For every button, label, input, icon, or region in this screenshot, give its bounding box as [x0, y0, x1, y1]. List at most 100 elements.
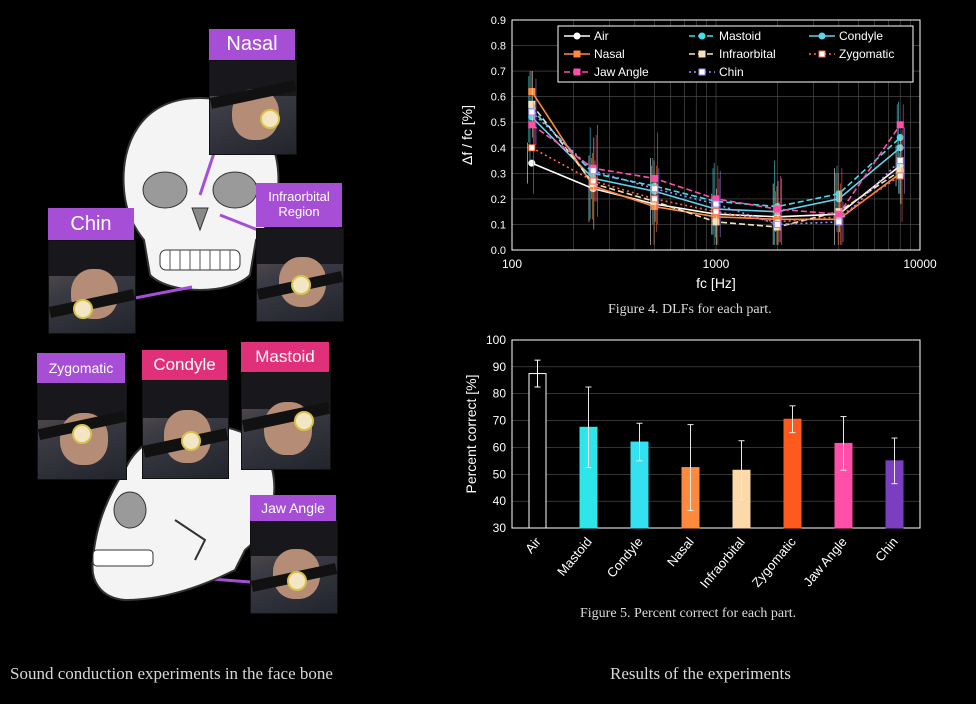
dlf-legend-marker	[818, 32, 826, 40]
tag-jaw-angle: Jaw Angle	[250, 495, 336, 521]
dlf-legend-label: Mastoid	[719, 29, 761, 43]
tag-nasal: Nasal	[209, 29, 295, 60]
dlf-legend-label: Infraorbital	[719, 47, 776, 61]
pc-plot-frame	[511, 339, 921, 529]
dlf-legend-entry: Zygomatic	[809, 47, 894, 61]
dlf-series	[527, 71, 905, 245]
dlf-legend-marker	[698, 32, 706, 40]
dlf-point	[528, 108, 536, 116]
pc-y-tick-label: 80	[493, 387, 507, 401]
pc-y-tick-label: 50	[493, 467, 507, 481]
pc-bars	[528, 359, 904, 529]
dlf-y-tick-label: 0.3	[491, 168, 506, 180]
pc-y-tick-label: 100	[486, 333, 506, 347]
dlf-point	[896, 172, 904, 180]
dlf-legend-entry: Condyle	[809, 29, 883, 43]
pc-x-tick-label: Condyle	[604, 534, 646, 580]
dlf-y-tick-label: 0.9	[491, 15, 506, 27]
dlf-x-tick-label: 10000	[903, 257, 937, 271]
pc-x-tick-label: Zygomatic	[749, 534, 799, 590]
dlf-legend-entry: Jaw Angle	[564, 65, 649, 79]
dlf-point	[651, 185, 659, 193]
dlf-y-tick-label: 0.0	[491, 245, 506, 257]
dlf-point	[896, 121, 904, 129]
pc-bar-air	[528, 373, 547, 529]
dlf-legend-label: Chin	[719, 65, 744, 79]
dlf-legend-entry: Chin	[689, 65, 744, 79]
pc-x-tick-label: Air	[522, 534, 544, 556]
dlf-legend-marker	[698, 50, 706, 58]
tag-zygomatic: Zygomatic	[37, 353, 125, 383]
pc-x-tick-label: Jaw Angle	[800, 534, 850, 589]
photo-jaw-angle	[250, 520, 338, 614]
dlf-legend-label: Nasal	[594, 47, 625, 61]
pc-x-tick-labels: Air Mastoid Condyle Nasal Infraorbital Zygoma…	[522, 534, 901, 591]
dlf-legend: Air Mastoid Condyle Nasal Infraorbital Zygoma…	[557, 25, 914, 83]
pc-y-axis-label: Percent correct [%]	[463, 374, 479, 493]
left-caption: Sound conduction experiments in the face…	[10, 664, 333, 683]
dlf-series-chin	[528, 78, 905, 245]
dlf-legend-entry: Mastoid	[689, 29, 761, 43]
dlf-y-tick-label: 0.7	[491, 66, 506, 78]
right-caption: Results of the experiments	[610, 664, 791, 683]
dlf-point	[712, 200, 720, 208]
dlf-point	[589, 177, 597, 185]
photo-zygomatic	[37, 383, 127, 480]
tag-mastoid: Mastoid	[241, 342, 329, 372]
dlf-legend-marker	[573, 32, 581, 40]
dlf-x-tick-label: 1000	[703, 257, 730, 271]
dlf-legend-label: Jaw Angle	[594, 65, 649, 79]
pc-x-tick-label: Mastoid	[554, 534, 595, 579]
dlf-point	[651, 174, 659, 182]
dlf-x-tick-label: 100	[502, 257, 522, 271]
dlf-point	[835, 210, 843, 218]
percent-correct-bar-chart: 30 40 50 60 70 80 90 100 Air Mastoid Condyle Nasal…	[463, 333, 921, 591]
dlf-y-tick-label: 0.4	[491, 143, 506, 155]
dlf-point	[528, 121, 536, 129]
dlf-y-ticks: 0.0 0.1 0.2 0.3 0.4 0.5 0.6 0.7 0.8 0.9	[491, 15, 506, 257]
dlf-point	[773, 205, 781, 213]
pc-y-tick-label: 40	[493, 494, 507, 508]
photo-mastoid	[241, 372, 331, 470]
dlf-line-chart: 0.00.10.20.30.40.50.60.70.80.9 100 1000 10…	[459, 15, 937, 291]
dlf-legend-marker	[573, 50, 581, 58]
pc-bar-zygomatic	[783, 418, 802, 529]
tag-chin: Chin	[48, 208, 134, 240]
pc-y-tick-label: 30	[493, 521, 507, 535]
dlf-point	[835, 218, 843, 226]
dlf-y-tick-label: 0.8	[491, 41, 506, 53]
photo-infraorbital	[256, 228, 344, 322]
dlf-point	[589, 167, 597, 175]
dlf-legend-box	[557, 25, 914, 83]
dlf-point	[773, 220, 781, 228]
pc-grid	[512, 339, 920, 529]
pc-y-ticks: 30 40 50 60 70 80 90 100	[486, 333, 506, 535]
dlf-legend-label: Zygomatic	[839, 47, 894, 61]
dlf-plot-frame	[511, 19, 921, 251]
dlf-y-tick-label: 0.6	[491, 92, 506, 104]
dlf-legend-marker	[698, 68, 706, 76]
dlf-point	[712, 208, 720, 216]
figure-4-caption: Figure 4. DLFs for each part.	[608, 302, 772, 317]
pc-y-tick-label: 60	[493, 440, 507, 454]
dlf-legend-entry: Air	[564, 29, 609, 43]
pc-y-tick-label: 90	[493, 360, 507, 374]
pc-y-tick-label: 70	[493, 414, 507, 428]
dlf-point	[651, 195, 659, 203]
photo-chin	[48, 240, 136, 334]
figure-5-caption: Figure 5. Percent correct for each part.	[580, 606, 797, 621]
tag-condyle: Condyle	[142, 350, 227, 380]
dlf-y-tick-label: 0.5	[491, 117, 506, 129]
dlf-legend-entry: Infraorbital	[689, 47, 776, 61]
pc-x-tick-label: Nasal	[664, 534, 697, 569]
pc-x-tick-label: Infraorbital	[697, 534, 748, 591]
photo-condyle	[142, 380, 229, 479]
dlf-y-tick-label: 0.1	[491, 219, 506, 231]
dlf-legend-label: Condyle	[839, 29, 883, 43]
dlf-legend-label: Air	[594, 29, 609, 43]
dlf-legend-entry: Nasal	[564, 47, 625, 61]
dlf-point	[712, 218, 720, 226]
photo-nasal	[209, 60, 297, 155]
dlf-point	[528, 144, 536, 152]
dlf-point	[528, 88, 536, 96]
